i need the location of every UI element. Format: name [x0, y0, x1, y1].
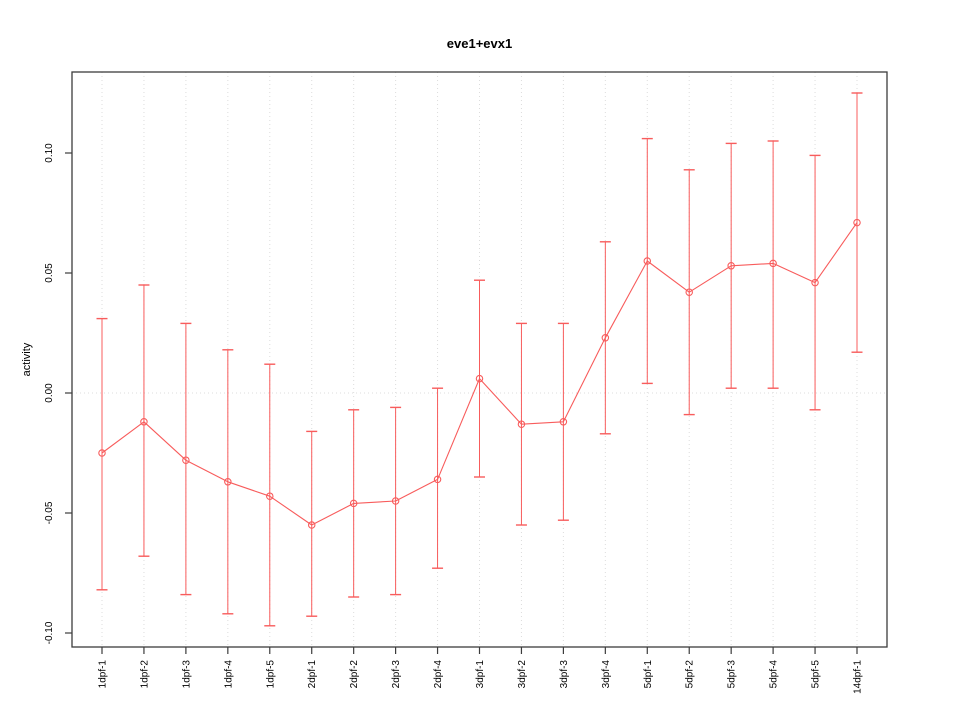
x-tick-label: 5dpf-2: [685, 660, 696, 689]
data-point-marker: [98, 449, 106, 457]
x-tick-label: 5dpf-1: [643, 660, 654, 689]
y-tick-label: -0.05: [44, 501, 55, 524]
data-point-marker: [140, 418, 148, 426]
error-bar: [306, 430, 318, 617]
data-point-marker: [727, 262, 735, 270]
y-tick-label: -0.10: [44, 621, 55, 644]
x-tick-label: 3dpf-1: [475, 660, 486, 689]
data-point-marker: [643, 257, 652, 265]
data-point-marker: [559, 418, 568, 426]
data-point-marker: [182, 456, 190, 464]
x-tick-label: 1dpf-4: [223, 660, 234, 689]
error-bar: [767, 140, 779, 389]
y-tick-label: 0.05: [44, 263, 55, 283]
data-point-marker: [391, 497, 400, 505]
y-axis-title: activity: [21, 342, 33, 376]
data-point-marker: [307, 521, 316, 529]
error-bar: [264, 363, 276, 627]
data-point-marker: [811, 278, 819, 287]
error-bar: [96, 317, 108, 591]
y-tick-label: 0.10: [44, 143, 55, 163]
data-layer: [96, 92, 863, 627]
data-point-marker: [349, 499, 358, 508]
x-tick-label: 14dpf-1: [853, 660, 864, 694]
x-tick-label: 2dpf-4: [433, 660, 444, 689]
x-tick-label: 5dpf-5: [811, 660, 822, 689]
x-tick-label: 2dpf-1: [307, 660, 318, 689]
data-point-marker: [224, 478, 232, 486]
data-point-marker: [685, 288, 693, 296]
x-tick-label: 3dpf-4: [601, 660, 612, 689]
x-tick-label: 2dpf-3: [391, 660, 402, 689]
error-bar: [180, 322, 192, 596]
data-point-marker: [475, 374, 484, 383]
x-tick-label: 1dpf-3: [181, 660, 192, 689]
x-tick-label: 2dpf-2: [349, 660, 360, 689]
data-point-marker: [601, 334, 610, 342]
data-point-marker: [433, 475, 442, 484]
axis-layer: -0.10 -0.05 0.00 0.05 0.10 1dpf-1 1dpf-2 1dpf-3…: [44, 143, 864, 694]
x-tick-label: 3dpf-2: [517, 660, 528, 689]
x-tick-label: 1dpf-1: [98, 660, 109, 689]
data-point-marker: [517, 420, 526, 428]
x-tick-label: 1dpf-2: [139, 660, 150, 689]
data-point-marker: [769, 259, 777, 268]
mean-line: [101, 222, 858, 526]
y-tick-label: 0.00: [44, 383, 55, 403]
x-tick-label: 5dpf-4: [769, 660, 780, 689]
x-tick-label: 5dpf-3: [727, 660, 738, 689]
x-tick-label: 3dpf-3: [559, 660, 570, 689]
x-tick-label: 1dpf-5: [265, 660, 276, 689]
error-bar: [138, 284, 150, 557]
chart-title: eve1+evx1: [447, 36, 512, 51]
data-point-marker: [853, 218, 861, 227]
data-point-marker: [266, 492, 274, 500]
